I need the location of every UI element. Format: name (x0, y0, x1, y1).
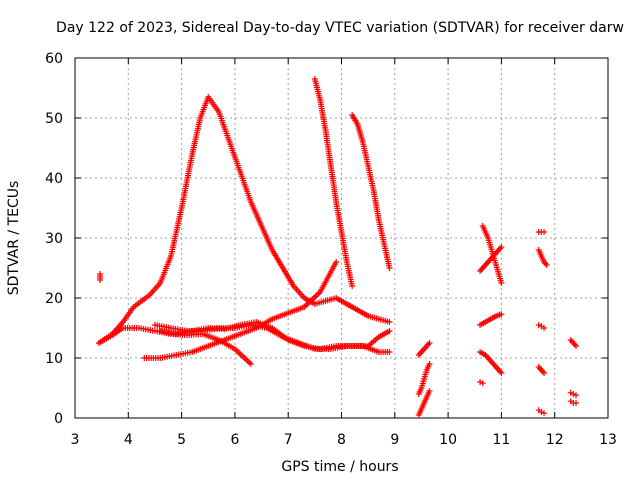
data-point (541, 229, 548, 235)
data-marks (95, 76, 580, 418)
y-tick-label: 0 (54, 411, 63, 427)
series-s24 (567, 398, 580, 406)
y-tick-labels: 0 10 20 30 40 50 60 (45, 51, 63, 427)
series-s8 (97, 271, 104, 283)
series-s14 (477, 311, 505, 328)
y-tick-label: 20 (45, 291, 63, 307)
x-tick-label: 10 (439, 432, 457, 448)
data-point (349, 283, 356, 289)
y-tick-label: 30 (45, 231, 63, 247)
series-s16 (477, 379, 486, 387)
series-s19 (535, 322, 548, 331)
x-tick-label: 9 (390, 432, 399, 448)
data-point (247, 361, 254, 367)
series-s10 (415, 361, 433, 397)
y-axis-label: SDTVAR / TECUs (6, 181, 22, 296)
series-s9 (415, 340, 433, 358)
series-s20 (535, 364, 548, 376)
data-point (498, 370, 505, 376)
data-point (498, 311, 505, 318)
data-point (570, 391, 577, 397)
data-point (567, 389, 574, 396)
data-point (386, 328, 393, 334)
series-s15 (477, 349, 505, 376)
x-tick-label: 4 (124, 432, 133, 448)
y-tick-label: 50 (45, 111, 63, 127)
series-s11 (415, 388, 433, 418)
series-s13 (477, 244, 505, 274)
data-point (538, 409, 545, 415)
data-point (541, 370, 548, 376)
series-s18 (535, 247, 550, 268)
series-s1 (95, 94, 393, 346)
data-point (498, 280, 505, 286)
x-tick-labels: 3 4 5 6 7 8 9 10 11 12 13 (71, 432, 617, 448)
x-axis-label: GPS time / hours (281, 459, 398, 475)
data-point (498, 244, 505, 250)
data-point (573, 343, 580, 349)
data-point (386, 265, 393, 271)
x-tick-label: 7 (284, 432, 293, 448)
axis-ticks (74, 57, 609, 419)
data-point (386, 349, 393, 355)
y-tick-label: 10 (45, 351, 63, 367)
data-point (426, 361, 433, 367)
y-tick-label: 60 (45, 51, 63, 67)
x-tick-label: 13 (599, 432, 617, 448)
chart-title: Day 122 of 2023, Sidereal Day-to-day VTE… (56, 20, 624, 36)
data-point (386, 319, 393, 325)
series-s17 (535, 229, 548, 235)
data-point (97, 271, 104, 277)
data-point (479, 380, 486, 387)
x-tick-label: 12 (546, 432, 564, 448)
data-point (541, 410, 548, 417)
series-s5 (157, 319, 393, 352)
data-point (573, 392, 580, 399)
data-point (426, 340, 433, 346)
series-s23 (567, 389, 580, 399)
series-s6 (311, 76, 356, 289)
series-s3 (141, 259, 340, 361)
x-tick-label: 8 (337, 432, 346, 448)
data-point (541, 325, 548, 331)
data-point (535, 322, 542, 328)
x-tick-label: 6 (230, 432, 239, 448)
data-point (333, 259, 340, 265)
series-s21 (535, 407, 548, 417)
x-tick-label: 11 (492, 432, 510, 448)
y-tick-label: 40 (45, 171, 63, 187)
data-point (543, 262, 550, 268)
data-point (477, 379, 484, 385)
series-s7 (349, 112, 393, 271)
data-point (573, 400, 580, 406)
x-tick-label: 5 (177, 432, 186, 448)
series-s22 (567, 337, 580, 349)
data-point (426, 388, 433, 394)
x-tick-label: 3 (71, 432, 80, 448)
